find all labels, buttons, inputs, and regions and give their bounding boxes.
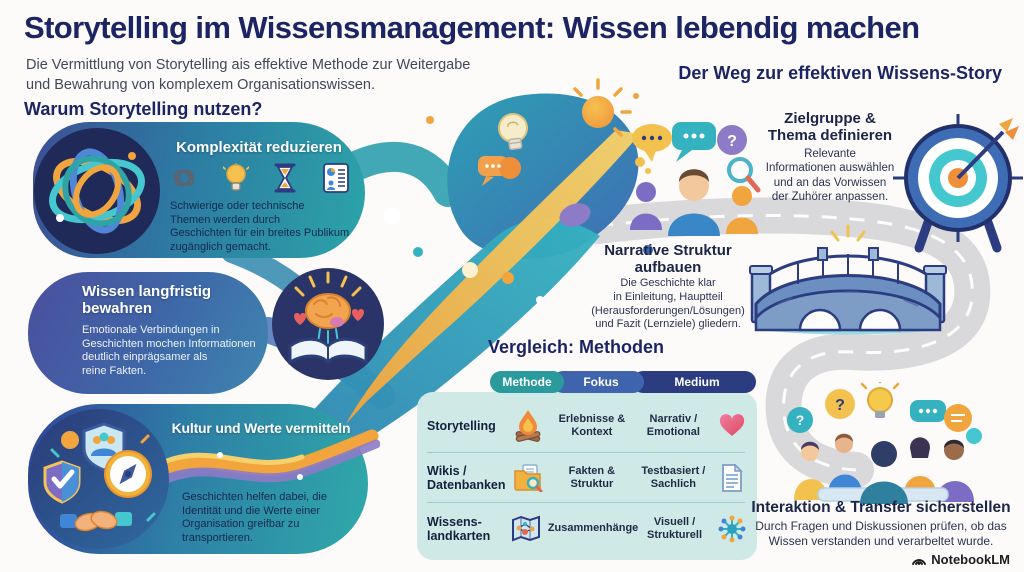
fokus-cell: Erlebnisse & Kontext [558,412,626,438]
chat-bubbles-icon [478,156,521,186]
step1-title: Zielgruppe & Thema definieren [767,110,893,145]
document-icon [721,464,743,492]
page-title: Storytelling im Wissensmanagement: Wisse… [24,10,920,45]
fokus-cell: Fakten & Struktur [568,464,616,490]
bubble1-icon-row [170,162,350,194]
question-mark-glyph: ? [835,397,845,414]
bubble2-body: Emotionale Verbindungen in Geschichten m… [82,324,256,377]
row-divider [427,452,745,453]
heart-icon [719,414,744,436]
question-mark-glyph: ? [796,412,805,428]
knowledge-map-icon [512,515,541,542]
values-illustration [29,409,169,549]
method-cell: Wissens- landkarten [427,514,491,543]
target-icon [893,114,1023,253]
folder-search-icon [513,464,543,492]
bulb-icon [222,163,249,191]
method-cell: Storytelling [427,418,496,433]
fokus-cell: Zusammenhänge [547,522,639,535]
table-row: Wissens- landkarten Zusammenhänge Visuel… [423,504,751,554]
table-row: Storytelling Erlebnisse & Kontext Narrat… [423,400,751,452]
step3-body: Durch Fragen und Diskussionen prüfen, ob… [755,519,1007,548]
bubble1-body: Schwierige oder technische Themen werden… [170,200,350,253]
idea-bulb-icon [860,382,900,418]
bubble2-title: Wissen langfristig bewahren [82,283,212,317]
compass-icon [104,450,152,498]
question-mark-glyph: ? [727,133,737,150]
column-header-medium: Medium [632,371,756,393]
step1-body: Relevante Informationen auswählen und an… [765,148,895,204]
page-subtitle: Die Vermittlung von Storytelling ais eff… [26,57,471,93]
bridge-illustration [749,247,947,335]
table-row: Wikis / Datenbanken Fakten & Struktur Te… [423,454,751,502]
method-cell: Wikis / Datenbanken [427,463,506,492]
table-header: Methode Fokus Medium [490,371,756,393]
comparison-heading: Vergleich: Methoden [488,337,665,357]
row-divider [427,502,745,503]
why-heading: Warum Storytelling nutzen? [24,99,263,119]
bubble3-title: Kultur und Werte vermitteln [171,420,351,436]
path-heading: Der Weg zur effektiven Wissens-Story [678,63,1002,83]
road-path [580,197,991,488]
bubble3-body: Geschichten helfen dabei, die Identität … [182,491,327,544]
brain-book-illustration [272,268,384,380]
network-icon [718,515,746,543]
audience-illustration: ? [630,122,761,236]
column-header-methode: Methode [490,371,564,393]
bubble1-title: Komplexität reduzieren [176,139,342,156]
hourglass-icon [274,163,296,193]
lightbulb-icon [498,113,528,151]
sun-icon [573,78,632,137]
campfire-icon [515,410,541,442]
bubble-wissen-bewahren [28,272,268,394]
step2-body: Die Geschichte klar in Einleitung, Haupt… [591,277,745,331]
handshake-icon [60,510,132,532]
comparison-table: Storytelling Erlebnisse & Kontext Narrat… [417,392,757,560]
step3-title: Interaktion & Transfer sicherstellen [751,499,1011,516]
medium-cell: Narrativ / Emotional [646,412,700,438]
report-icon [323,163,349,193]
medium-cell: Testbasiert / Sachlich [641,464,706,490]
medium-cell: Visuell / Strukturell [647,515,703,541]
rainbow-ribbon-illustration [153,429,380,485]
check-shield-icon [43,460,81,504]
column-header-fokus: Fokus [552,371,644,393]
footer-brand-label: NotebookLM [931,551,1010,567]
step2-title: Narrative Struktur aufbauen [604,242,732,277]
discussion-group-illustration: ? ? [787,382,982,504]
notebooklm-logo-icon [912,559,927,565]
tangle-icon [173,169,195,187]
footer-brand: NotebookLM [911,551,1010,567]
tangled-knot-illustration [34,128,160,254]
